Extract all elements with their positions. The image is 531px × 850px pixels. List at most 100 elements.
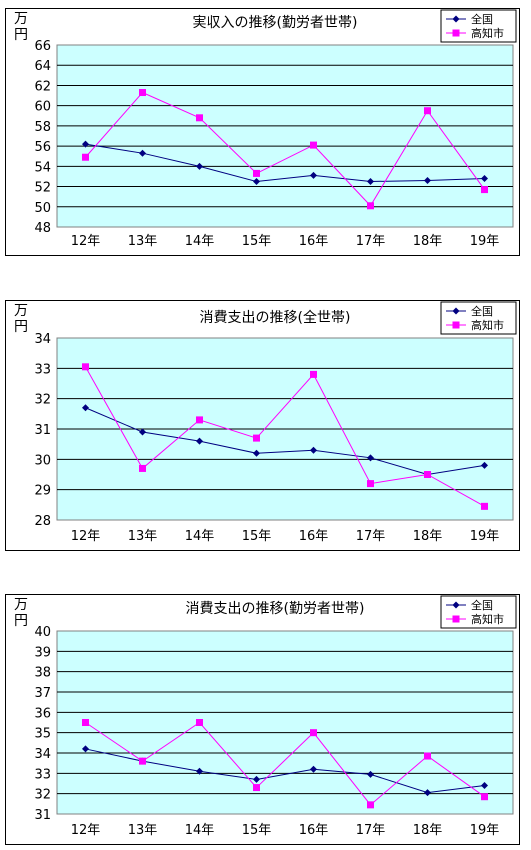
data-point <box>481 502 488 510</box>
data-point <box>367 801 374 809</box>
data-point <box>310 141 317 149</box>
x-tick-label: 16年 <box>299 234 329 249</box>
data-point <box>481 782 488 790</box>
series-line <box>85 91 485 207</box>
x-tick-label: 18年 <box>413 823 443 838</box>
data-point <box>481 793 488 801</box>
x-tick-label: 13年 <box>128 823 158 838</box>
y-tick-label: 33 <box>34 767 51 782</box>
chart-title: 消費支出の推移(全世帯) <box>200 309 351 326</box>
plot-area <box>56 630 514 815</box>
x-tick-label: 15年 <box>242 823 272 838</box>
x-tick-label: 17年 <box>356 823 386 838</box>
x-tick-label: 19年 <box>470 234 500 249</box>
data-point <box>196 437 203 445</box>
chart-spending-all: 28 29 30 31 32 33 34 12年 13年 14年 15年 16年 17年 18年 19年 消費… <box>14 301 517 544</box>
chart-title: 消費支出の推移(勤労者世帯) <box>186 601 365 617</box>
data-point <box>424 107 431 115</box>
plot-area <box>56 44 514 228</box>
data-point <box>367 454 374 462</box>
chart-income-frame: 48 50 52 54 56 58 60 62 64 66 12年 13年 14年 15年 16年 17年 18… <box>5 8 520 256</box>
y-tick-label: 33 <box>34 362 51 377</box>
legend-label: 全国 <box>471 12 493 26</box>
y-tick-label: 28 <box>34 514 51 529</box>
data-point <box>253 434 260 442</box>
legend-box <box>440 301 517 335</box>
y-tick-label: 50 <box>34 201 51 216</box>
data-point <box>253 169 260 177</box>
y-unit-label: 円 <box>14 613 28 629</box>
data-point <box>196 114 203 122</box>
y-tick-label: 58 <box>34 120 51 135</box>
y-tick-label: 32 <box>34 788 51 803</box>
legend-label: 高知市 <box>471 318 504 332</box>
data-point <box>481 174 488 182</box>
data-point <box>139 149 146 157</box>
data-point <box>253 449 260 457</box>
data-point <box>139 464 146 472</box>
x-tick-label: 13年 <box>128 234 158 249</box>
y-tick-label: 32 <box>34 393 51 408</box>
x-tick-label: 12年 <box>71 823 101 838</box>
data-point <box>196 719 203 726</box>
y-tick-label: 39 <box>34 645 51 660</box>
chart-spending-all-frame: 28 29 30 31 32 33 34 12年 13年 14年 15年 16年 17年 18年 19年 消費… <box>5 300 520 551</box>
y-tick-label: 64 <box>34 59 51 74</box>
data-point <box>310 729 317 737</box>
data-point <box>424 752 431 760</box>
y-tick-label: 31 <box>34 808 51 823</box>
data-point <box>253 178 260 185</box>
legend-box <box>440 9 517 43</box>
x-tick-label: 13年 <box>128 529 158 544</box>
data-point <box>310 446 317 454</box>
y-tick-label: 29 <box>34 484 51 499</box>
chart-income: 48 50 52 54 56 58 60 62 64 66 12年 13年 14年 15年 16年 17年 18… <box>14 9 517 249</box>
data-point <box>481 186 488 194</box>
data-point <box>310 370 317 378</box>
legend-marker <box>452 321 460 329</box>
legend-marker <box>452 29 460 37</box>
data-point <box>196 767 203 775</box>
data-point <box>82 745 89 753</box>
y-unit-label: 円 <box>14 27 28 43</box>
x-tick-label: 18年 <box>413 529 443 544</box>
data-point <box>310 765 317 773</box>
x-tick-label: 19年 <box>470 823 500 838</box>
series-line <box>85 407 485 476</box>
y-tick-label: 30 <box>34 453 51 468</box>
y-tick-label: 66 <box>34 39 51 54</box>
y-tick-label: 34 <box>34 332 51 347</box>
x-tick-label: 19年 <box>470 529 500 544</box>
data-point <box>424 789 431 797</box>
legend-marker <box>452 15 460 23</box>
data-point <box>367 178 374 185</box>
data-point <box>139 757 146 765</box>
x-tick-label: 17年 <box>356 234 386 249</box>
x-tick-label: 18年 <box>413 234 443 249</box>
x-tick-label: 14年 <box>185 823 215 838</box>
data-point <box>82 140 89 148</box>
series-line <box>85 143 485 183</box>
y-tick-label: 37 <box>34 686 51 701</box>
x-tick-label: 15年 <box>242 529 272 544</box>
y-tick-label: 40 <box>34 625 51 640</box>
legend-label: 高知市 <box>471 612 504 626</box>
series-line <box>85 721 485 806</box>
y-unit-label: 万 <box>14 303 28 319</box>
chart-spending-workers: 31 32 33 34 35 36 37 38 39 40 12年 13年 14年 15年 16年 17年 18… <box>14 595 517 838</box>
data-point <box>424 176 431 184</box>
legend-marker <box>452 615 460 623</box>
x-tick-label: 12年 <box>71 234 101 249</box>
y-tick-label: 31 <box>34 423 51 438</box>
y-tick-label: 38 <box>34 666 51 681</box>
data-point <box>481 461 488 469</box>
y-tick-label: 60 <box>34 100 51 115</box>
y-tick-label: 54 <box>34 160 51 175</box>
data-point <box>367 480 374 488</box>
legend-marker <box>452 307 460 315</box>
y-tick-label: 34 <box>34 747 51 762</box>
data-point <box>424 471 431 478</box>
data-point <box>253 784 260 792</box>
